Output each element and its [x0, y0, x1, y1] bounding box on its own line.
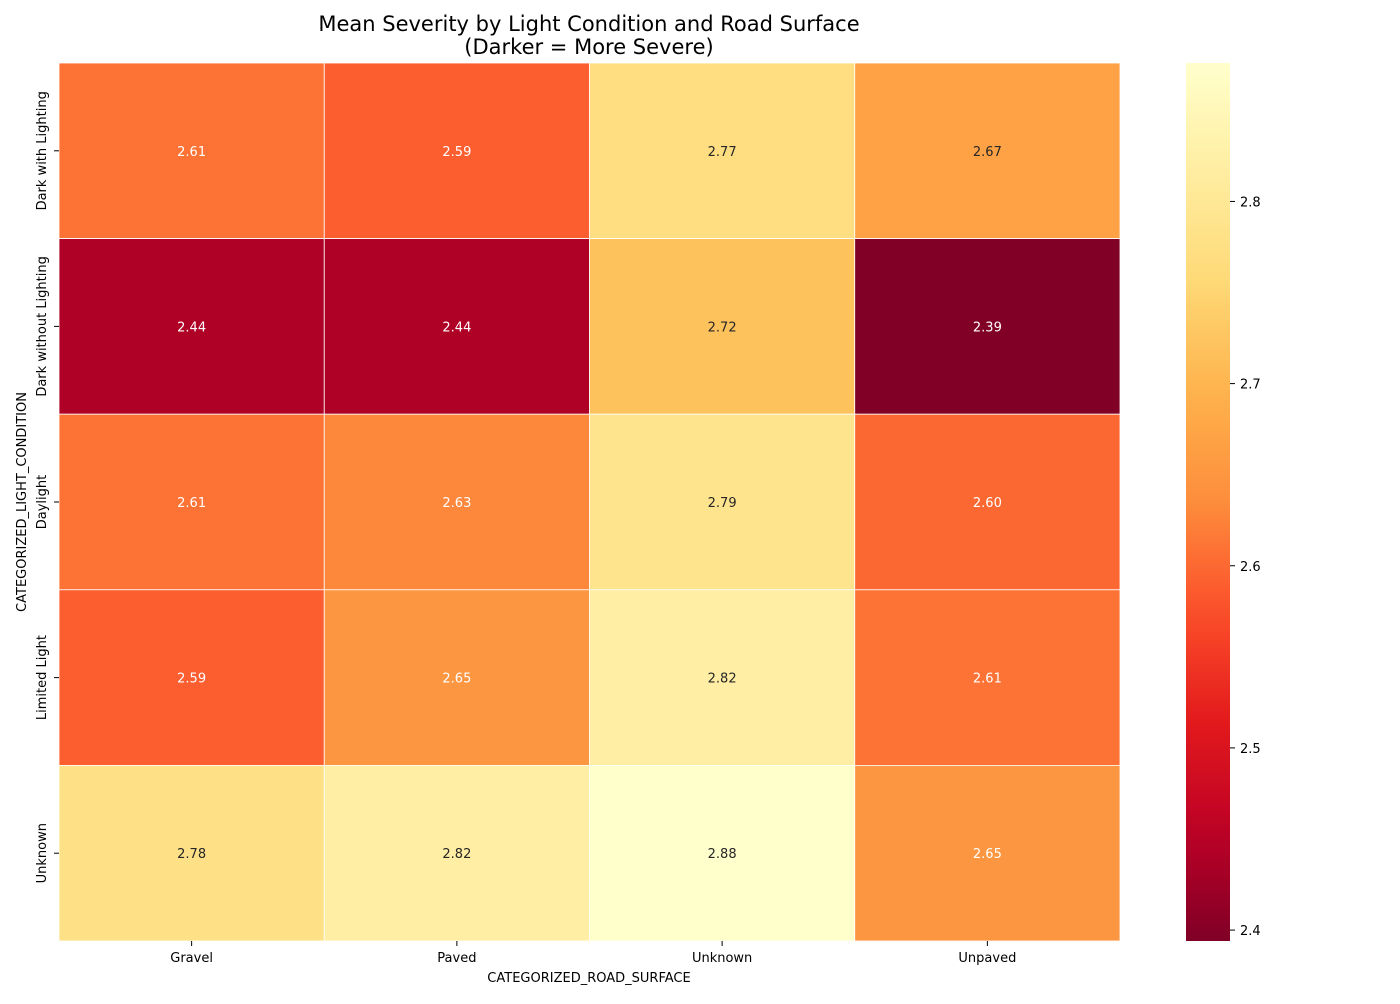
y-axis-label: CATEGORIZED_LIGHT_CONDITION: [15, 392, 30, 612]
chart-title-line2: (Darker = More Severe): [464, 35, 713, 59]
x-tick-label: Unpaved: [958, 951, 1016, 966]
x-axis-ticks: Gravel Paved Unknown Unpaved: [170, 941, 1016, 966]
cell-value-label: 2.78: [177, 847, 206, 862]
y-tick-label: Dark with Lighting: [35, 91, 50, 210]
cell-value-label: 2.82: [442, 847, 471, 862]
y-tick-label: Unknown: [35, 823, 50, 883]
colorbar: [1186, 63, 1230, 941]
cell-value-label: 2.61: [177, 496, 206, 511]
heatmap-cell: [589, 62, 856, 240]
heatmap-cell: [854, 238, 1121, 415]
cell-value-label: 2.65: [442, 672, 471, 687]
cell-value-label: 2.63: [442, 496, 471, 511]
y-axis-ticks: Dark with Lighting Dark without Lighting D…: [35, 91, 59, 883]
heatmap-cells: 2.61 2.59 2.77 2.67 2.44 2.44 2.72 2.39 2.61 2.63…: [58, 62, 1121, 942]
y-tick-label: Daylight: [35, 475, 50, 529]
cell-value-label: 2.39: [973, 320, 1002, 335]
cell-value-label: 2.88: [708, 847, 737, 862]
cell-value-label: 2.65: [973, 847, 1002, 862]
colorbar-tick-label: 2.5: [1240, 742, 1261, 757]
y-tick-label: Dark without Lighting: [35, 256, 50, 397]
cell-value-label: 2.61: [177, 145, 206, 160]
heatmap-cell: [854, 765, 1121, 942]
chart-title-line1: Mean Severity by Light Condition and Roa…: [318, 12, 859, 36]
cell-value-label: 2.44: [177, 320, 206, 335]
heatmap-cell: [323, 413, 590, 591]
colorbar-tick-label: 2.7: [1240, 378, 1261, 393]
cell-value-label: 2.72: [708, 320, 737, 335]
cell-value-label: 2.59: [442, 145, 471, 160]
cell-value-label: 2.67: [973, 145, 1002, 160]
heatmap-cell: [854, 62, 1121, 240]
colorbar-tick-label: 2.6: [1240, 560, 1261, 575]
cell-value-label: 2.44: [442, 320, 471, 335]
y-tick-label: Limited Light: [35, 635, 50, 720]
heatmap-cell: [58, 765, 325, 942]
heatmap-cell: [589, 589, 856, 766]
colorbar-ticks: 2.4 2.5 2.6 2.7 2.8: [1230, 195, 1261, 939]
heatmap-cell: [323, 238, 590, 415]
x-tick-label: Paved: [437, 951, 476, 966]
cell-value-label: 2.82: [708, 672, 737, 687]
x-tick-label: Unknown: [692, 951, 752, 966]
heatmap-cell: [58, 62, 325, 240]
heatmap-cell: [58, 238, 325, 415]
heatmap-cell: [323, 765, 590, 942]
heatmap-cell: [58, 589, 325, 766]
colorbar-tick-label: 2.4: [1240, 924, 1261, 939]
cell-value-label: 2.79: [708, 496, 737, 511]
heatmap-cell: [854, 413, 1121, 591]
x-tick-label: Gravel: [170, 951, 213, 966]
cell-value-label: 2.77: [708, 145, 737, 160]
colorbar-tick-label: 2.8: [1240, 195, 1261, 210]
x-axis-label: CATEGORIZED_ROAD_SURFACE: [487, 971, 690, 986]
cell-value-label: 2.60: [973, 496, 1002, 511]
heatmap-cell: [854, 589, 1121, 766]
heatmap-cell: [589, 238, 856, 415]
heatmap-cell: [323, 62, 590, 240]
cell-value-label: 2.59: [177, 672, 206, 687]
heatmap-cell: [323, 589, 590, 766]
cell-value-label: 2.61: [973, 672, 1002, 687]
heatmap-cell: [589, 765, 856, 942]
